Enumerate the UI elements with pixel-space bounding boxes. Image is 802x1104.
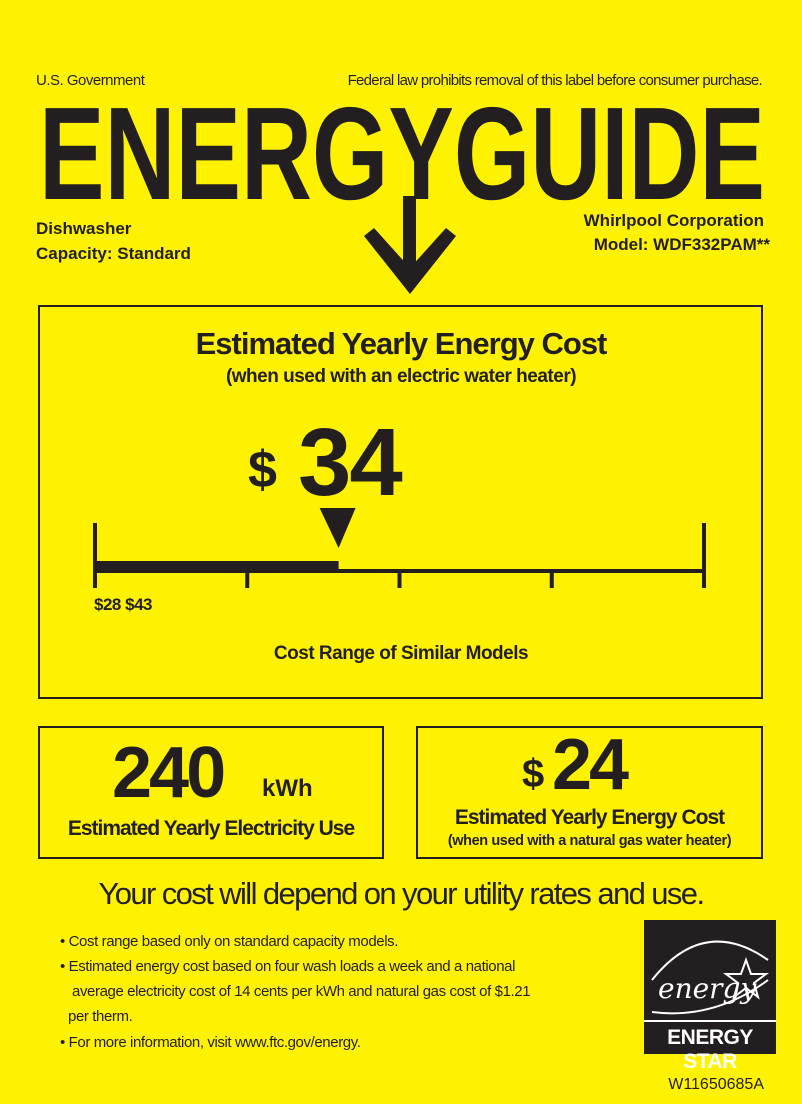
scale-right-end: [702, 523, 706, 588]
bullet-2-cont2: per therm.: [68, 1008, 133, 1025]
range-low: $28: [94, 595, 121, 614]
bullet-2-cont: average electricity cost of 14 cents per…: [72, 983, 531, 1000]
footer-headline: Your cost will depend on your utility ra…: [98, 876, 706, 911]
range-high: $43: [125, 595, 152, 614]
scale-tick: [245, 571, 250, 588]
energy-star-icon: energy: [651, 940, 769, 1015]
electricity-label: Estimated Yearly Electricity Use: [67, 817, 355, 840]
bullet-3: • For more information, visit www.ftc.go…: [60, 1034, 361, 1051]
cost-marker-triangle: [319, 508, 356, 548]
federal-law-notice: Federal law prohibits removal of this la…: [347, 72, 763, 89]
range-label: Cost Range of Similar Models: [273, 643, 529, 664]
svg-text:energy: energy: [658, 972, 757, 1005]
cost-currency: $: [248, 441, 277, 499]
cost-range-scale: [93, 508, 706, 588]
bullet-2: • Estimated energy cost based on four wa…: [60, 958, 516, 975]
main-cost-box: [38, 305, 763, 699]
main-subtitle: (when used with an electric water heater…: [225, 366, 577, 387]
gas-label: Estimated Yearly Energy Cost: [454, 806, 725, 829]
energy-star-logo: energy ENERGY STAR: [644, 920, 776, 1073]
appliance-type: Dishwasher: [36, 219, 132, 238]
energyguide-logo: ENERGYGUIDE: [38, 96, 766, 206]
electricity-box: [38, 726, 384, 859]
range-labels: $28 $43: [94, 595, 152, 615]
kwh-unit: kWh: [262, 775, 313, 802]
model-number: Model: WDF332PAM**: [593, 235, 770, 254]
gas-sublabel: (when used with a natural gas water heat…: [447, 833, 732, 849]
bullet-1: • Cost range based only on standard capa…: [60, 933, 398, 950]
manufacturer: Whirlpool Corporation: [583, 211, 764, 230]
capacity: Capacity: Standard: [36, 244, 191, 263]
scale-left-end: [93, 523, 97, 588]
kwh-value: 240: [112, 733, 226, 813]
us-government-text: U.S. Government: [36, 72, 145, 89]
down-arrow-icon: [364, 196, 456, 294]
cost-value: 34: [298, 409, 403, 516]
scale-tick: [549, 571, 554, 588]
scale-tick: [397, 571, 402, 588]
main-title: Estimated Yearly Energy Cost: [195, 326, 608, 361]
scale-fill-bar: [95, 561, 339, 571]
gas-cost-box: [416, 726, 763, 859]
label-id: W11650685A: [668, 1076, 764, 1093]
energyguide-title: ENERGYGUIDE: [39, 96, 765, 206]
gas-value: 24: [552, 725, 629, 805]
gas-currency: $: [522, 752, 545, 796]
energy-star-text: ENERGY STAR: [667, 1026, 753, 1073]
